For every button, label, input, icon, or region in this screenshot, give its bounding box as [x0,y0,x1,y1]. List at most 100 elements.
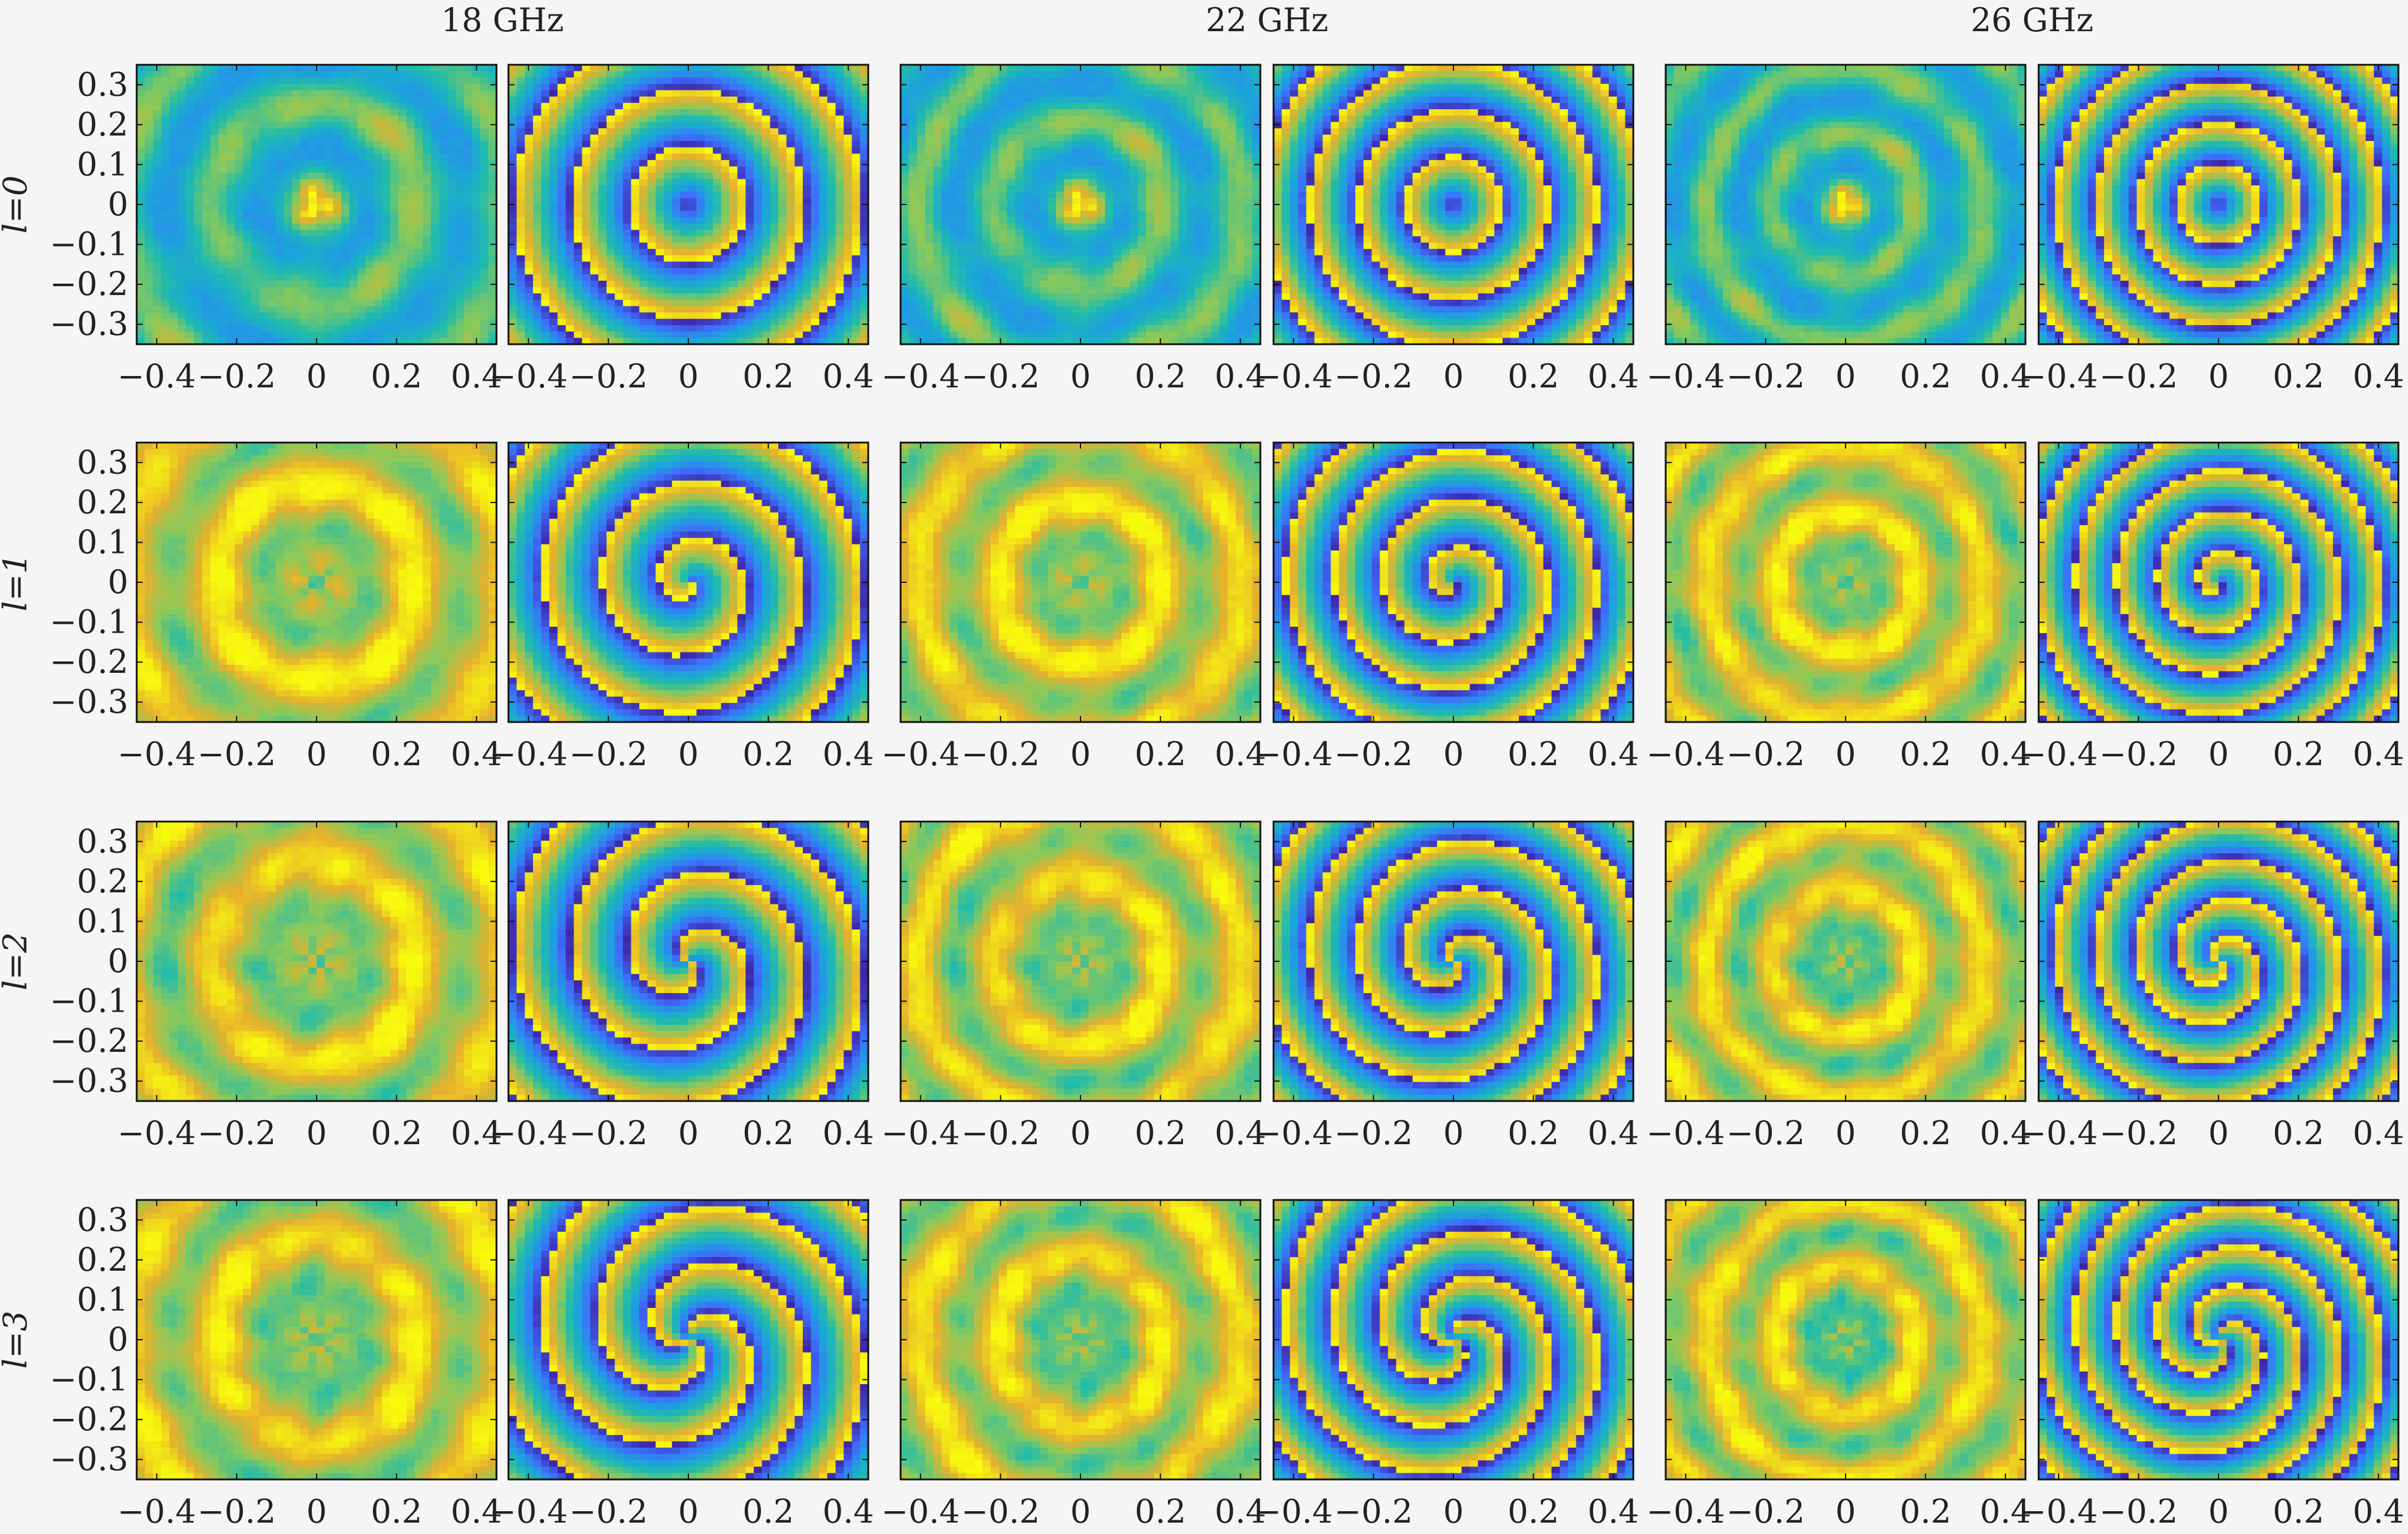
heatmap-cell [844,210,853,218]
heatmap-cell [1064,191,1073,198]
heatmap-cell [582,71,591,78]
heatmap-cell [549,255,558,262]
heatmap-cell [374,325,383,332]
heatmap-cell [455,299,464,307]
heatmap-cell [267,185,276,192]
heatmap-cell [431,217,440,224]
heatmap-cell [447,191,456,198]
heatmap-cell [998,299,1007,307]
heatmap-cell [423,198,432,205]
heatmap-cell [341,122,350,129]
heatmap-cell [574,179,583,186]
heatmap-cell [210,274,219,281]
heatmap-cell [827,198,836,205]
heatmap-cell [582,90,591,97]
heatmap-cell [210,77,219,85]
heatmap-cell [908,306,917,313]
heatmap-cell [770,160,779,167]
heatmap-cell [786,191,795,198]
heatmap-cell [414,261,423,269]
heatmap-cell [639,230,648,237]
heatmap-cell [407,77,416,85]
heatmap-cell [137,179,146,186]
heatmap-cell [1048,154,1056,161]
heatmap-cell [696,147,705,154]
heatmap-cell [137,83,146,91]
heatmap-cell [431,166,440,173]
heatmap-cell [308,122,317,129]
heatmap-cell [802,71,812,78]
heatmap-cell [860,338,868,344]
heatmap-cell [991,103,1000,110]
heatmap-cell [705,103,714,110]
heatmap-cell [754,204,763,212]
heatmap-cell [1072,217,1081,224]
heatmap-cell [998,217,1007,224]
heatmap-cell [1088,173,1097,180]
heatmap-cell [284,198,293,205]
heatmap-cell [145,179,153,186]
heatmap-cell [549,267,558,275]
heatmap-cell [234,134,243,142]
heatmap-cell [541,325,550,332]
heatmap-cell [917,122,926,129]
heatmap-cell [1056,65,1065,72]
heatmap-cell [1007,90,1016,97]
heatmap-cell [398,179,407,186]
heatmap-cell [1007,287,1016,294]
heatmap-cell [786,318,795,326]
heatmap-cell [374,267,383,275]
heatmap-cell [439,128,448,136]
heatmap-cell [1048,261,1056,269]
heatmap-cell [1015,154,1024,161]
heatmap-cell [729,198,738,205]
heatmap-cell [275,274,284,281]
heatmap-cell [243,71,252,78]
heatmap-cell [1015,281,1024,288]
heatmap-cell [917,255,926,262]
heatmap-cell [308,90,317,97]
heatmap-cell [737,318,746,326]
heatmap-cell [998,134,1007,142]
heatmap-cell [516,77,525,85]
heatmap-cell [721,261,730,269]
heatmap-cell [177,236,186,243]
heatmap-cell [851,293,860,300]
heatmap-cell [631,204,640,212]
heatmap-cell [145,198,153,205]
heatmap-cell [582,338,591,344]
heatmap-cell [374,255,383,262]
heatmap-cell [439,166,448,173]
x-tick-label: 0.4 [823,357,874,395]
heatmap-cell [565,179,574,186]
heatmap-cell [161,331,170,338]
heatmap-cell [974,293,983,300]
heatmap-cell [431,71,440,78]
heatmap-cell [737,312,746,320]
heatmap-cell [407,318,416,326]
heatmap-cell [631,185,640,192]
heatmap-cell [390,154,399,161]
heatmap-cell [365,204,374,212]
heatmap-cell [349,338,358,344]
heatmap-cell [631,154,640,161]
heatmap-cell [210,179,219,186]
heatmap-cell [447,318,456,326]
heatmap-cell [598,122,607,129]
heatmap-cell [398,134,407,142]
heatmap-cell [598,141,607,148]
heatmap-cell [819,191,828,198]
heatmap-cell [680,185,689,192]
heatmap-cell [1072,287,1081,294]
heatmap-cell [844,249,853,256]
heatmap-cell [423,223,432,230]
heatmap-cell [721,318,730,326]
heatmap-cell [218,267,227,275]
heatmap-cell [137,287,146,294]
heatmap-cell [982,109,991,116]
heatmap-cell [582,134,591,142]
heatmap-cell [1031,236,1040,243]
heatmap-cell [202,122,211,129]
heatmap-cell [631,255,640,262]
heatmap-cell [407,274,416,281]
